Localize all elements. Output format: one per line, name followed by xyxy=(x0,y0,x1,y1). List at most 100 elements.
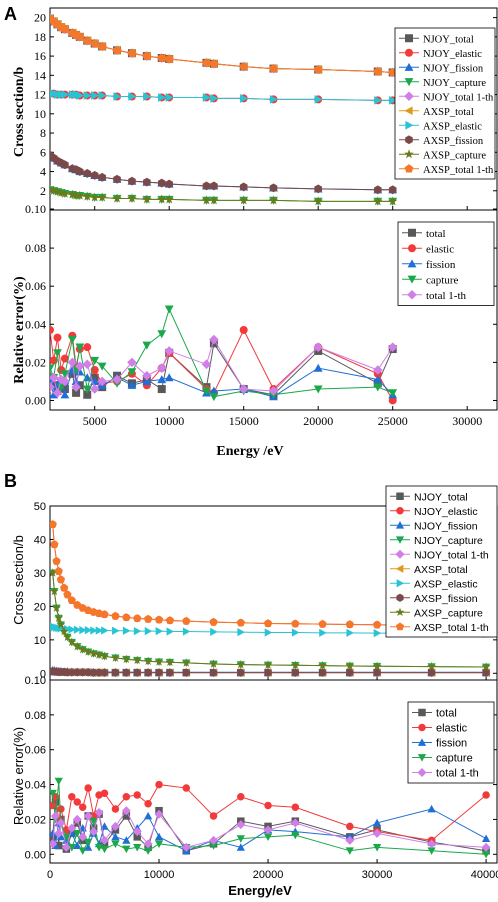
panel-a-top-point-axsp_total_1th xyxy=(127,48,137,57)
panel-b-top-ytick-label: 40 xyxy=(34,534,46,546)
panel-b-top-point-axsp_total_1th xyxy=(111,611,120,620)
panel-a-top-point-axsp_fission xyxy=(83,169,92,178)
panel-b-bottom-legend-label: total xyxy=(436,708,457,720)
panel-b-top-point-axsp_elastic xyxy=(237,628,245,637)
panel-a-top-point-axsp_total_1th xyxy=(157,53,167,62)
panel-b-top-point-axsp_fission xyxy=(237,668,245,677)
panel-b-top-ytick-label: 0 xyxy=(40,668,46,680)
panel-b-top-group: 0 10 20 30 40 50 NJOY_total NJOY_elastic NJOY_fi… xyxy=(34,485,498,681)
panel-a-bottom-point-elastic xyxy=(53,333,62,342)
panel-a-top-point-axsp_elastic xyxy=(269,94,278,104)
panel-b-bottom-point-total_1th xyxy=(290,818,300,828)
panel-b-bottom-legend-marker xyxy=(417,738,427,746)
panel-b-top-point-axsp_total_1th xyxy=(318,619,327,628)
panel-a-top-legend-marker xyxy=(405,120,414,130)
panel-a-bottom-point-capture xyxy=(388,389,398,398)
panel-b-bottom-point-elastic xyxy=(111,805,120,813)
panel-b-top-point-axsp_fission xyxy=(100,668,109,677)
panel-a-top-point-axsp_total_1th xyxy=(112,45,122,55)
panel-a-bottom-point-capture xyxy=(53,349,62,358)
panel-a-bottom-legend-marker xyxy=(408,228,416,237)
panel-b-bottom-point-elastic xyxy=(68,793,76,801)
panel-b-top-point-axsp_elastic xyxy=(144,627,153,636)
panel-b-top-point-axsp_total_1th xyxy=(56,575,66,584)
panel-a-bottom-legend-label: capture xyxy=(426,274,458,286)
panel-b-top-point-axsp_capture xyxy=(110,653,120,662)
panel-a-bottom-point-total_1th xyxy=(71,382,81,392)
panel-a-bottom-point-total_1th xyxy=(373,365,383,375)
panel-b-top-legend-marker xyxy=(395,549,405,559)
panel-a-top-series-group xyxy=(50,13,398,206)
panel-a-bottom-xtick-label: 20000 xyxy=(303,414,333,428)
panel-b-bottom-point-elastic xyxy=(122,793,131,801)
panel-b-top-point-axsp_total_1th xyxy=(50,540,59,548)
panel-b-bottom-point-fission xyxy=(236,843,245,851)
panel-b-letter: B xyxy=(4,471,17,491)
plot-area: 0.10 2 4 6 8 10 12 14 16 18 20 NJOY_total NJOY_elast… xyxy=(25,7,498,881)
panel-b-top-point-axsp_total_1th xyxy=(52,556,61,565)
panel-a-bottom-ylabel: Relative error(%) xyxy=(12,276,27,384)
panel-b-bottom-point-total_1th xyxy=(83,811,93,821)
panel-a-top-point-axsp_total_1th xyxy=(82,36,92,45)
panel-a-top-line-fission xyxy=(50,154,393,191)
panel-a-bottom-point-fission xyxy=(75,367,85,376)
panel-b-top-point-axsp_capture xyxy=(132,655,142,665)
panel-b-bottom-point-capture xyxy=(427,847,436,855)
panel-a-top-group: 0.10 2 4 6 8 10 12 14 16 18 20 NJOY_total NJOY_elast… xyxy=(25,7,498,216)
panel-a-top-point-axsp_fission xyxy=(388,185,397,195)
panel-a-top-point-axsp_capture xyxy=(60,188,70,198)
panel-b-top-point-axsp_capture xyxy=(72,641,82,651)
panel-a-bottom-ytick-label: 0.06 xyxy=(25,279,46,293)
panel-b-bottom-point-elastic xyxy=(482,791,490,799)
panel-a-top-point-axsp_total_1th xyxy=(209,59,219,68)
panel-a-top-ytick-label: 4 xyxy=(40,165,46,179)
panel-a-top-point-axsp_elastic xyxy=(61,90,70,99)
panel-a-bottom-point-total_1th xyxy=(127,357,137,368)
panel-b-bottom-point-capture xyxy=(263,833,273,841)
panel-a-top-point-axsp_fission xyxy=(143,177,151,187)
panel-b-bottom-ylabel: Relative error(%) xyxy=(11,727,26,825)
panel-b-bottom-point-fission xyxy=(372,818,382,827)
panel-b-top-point-axsp_total_1th xyxy=(263,619,273,627)
panel-a-top-point-axsp_fission xyxy=(269,183,278,193)
panel-b-top-point-axsp_elastic xyxy=(210,627,218,636)
panel-b-top-point-axsp_total_1th xyxy=(133,614,142,622)
panel-b-top-point-axsp_fission xyxy=(373,668,381,677)
panel-b-bottom-legend-marker xyxy=(417,754,427,762)
panel-b-top-point-axsp_fission xyxy=(133,668,141,677)
panel-a-bottom-point-capture xyxy=(60,370,70,379)
panel-b-top-point-axsp_elastic xyxy=(95,626,104,635)
panel-a-bottom-point-total_1th xyxy=(82,359,93,370)
panel-a-bottom-ytick-label: 0.08 xyxy=(25,241,46,255)
panel-b-top-point-axsp_capture xyxy=(209,659,218,668)
panel-b-bottom-ytick-label: 0.00 xyxy=(25,849,46,861)
panel-b-top-point-axsp_total_1th xyxy=(154,615,164,624)
panel-a-top-point-axsp_total_1th xyxy=(60,24,70,33)
panel-b-top-point-axsp_capture xyxy=(50,586,59,596)
panel-a-top-point-axsp_elastic xyxy=(210,94,219,103)
panel-b-bottom-point-total_1th xyxy=(209,835,219,845)
panel-b-bottom-legend-label: elastic xyxy=(436,723,468,735)
panel-b-top-point-axsp_elastic xyxy=(68,625,76,634)
panel-a-bottom-point-fission xyxy=(60,390,70,399)
panel-a-bottom-legend-marker xyxy=(407,259,417,268)
panel-b-top-legend-label: AXSP_elastic xyxy=(414,578,478,590)
panel-a-top-point-axsp_fission xyxy=(373,185,382,195)
panel-b-bottom-point-total_1th xyxy=(67,823,77,833)
panel-a-bottom-point-elastic xyxy=(83,343,92,352)
panel-a-bottom-point-fission xyxy=(157,375,167,384)
panel-a-bottom-legend-label: total 1-th xyxy=(426,290,467,302)
panel-a-top-point-axsp_capture xyxy=(313,196,323,206)
panel-a-top-point-axsp_capture xyxy=(156,194,167,204)
panel-a-top-point-axsp_capture xyxy=(268,195,279,205)
panel-b-top-point-axsp_capture xyxy=(54,613,64,622)
panel-a-top-point-axsp_fission xyxy=(98,172,106,182)
panel-b-top-point-axsp_total_1th xyxy=(50,520,57,528)
panel-b-top-point-axsp_total_1th xyxy=(144,614,153,623)
panel-a-top-legend-marker xyxy=(404,78,414,87)
panel-b-top-point-axsp_fission xyxy=(428,668,436,677)
panel-b-bottom-line-elastic xyxy=(52,784,487,841)
panel-a-bottom-point-fission xyxy=(209,386,219,395)
panel-b-top-point-axsp_elastic xyxy=(73,625,82,634)
